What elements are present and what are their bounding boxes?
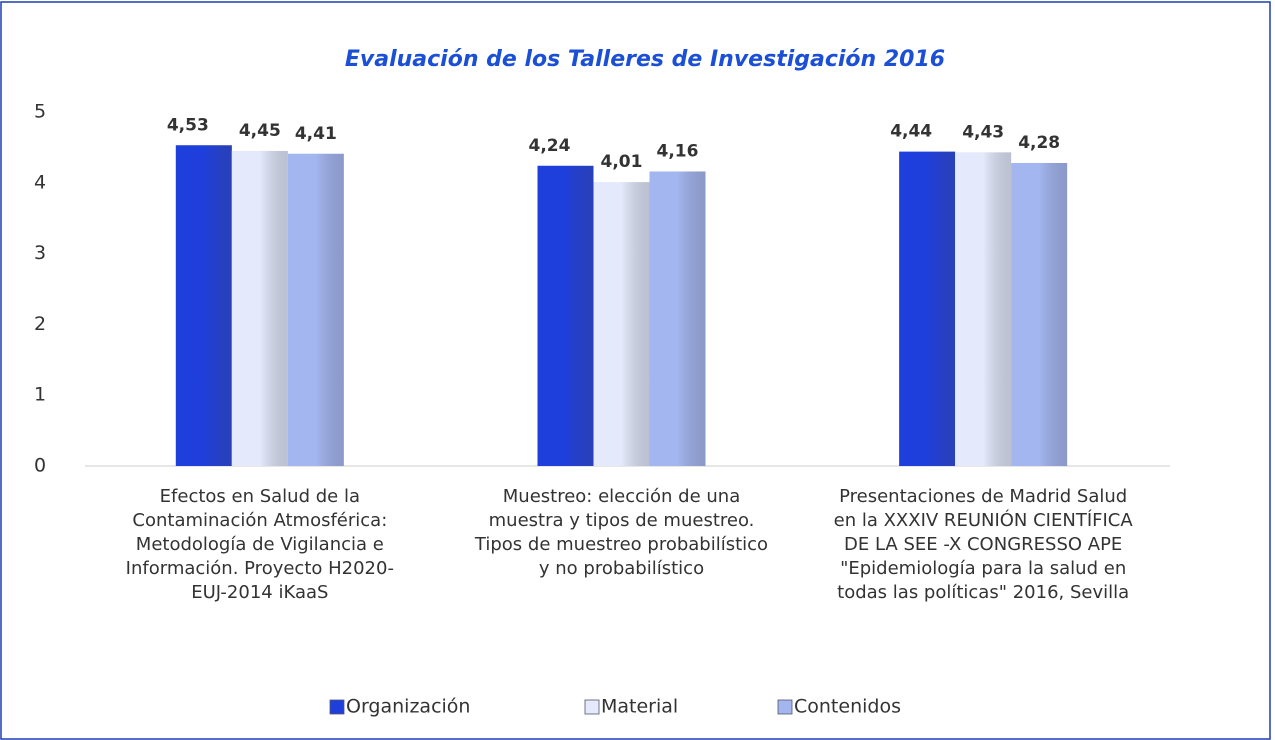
value-label: 4,43	[962, 122, 1004, 142]
bar-shade	[287, 153, 344, 466]
bar-shade	[899, 151, 956, 466]
legend-swatch	[584, 699, 600, 715]
bar-shade	[537, 165, 594, 467]
value-label: 4,16	[657, 141, 699, 161]
value-label: 4,41	[295, 124, 337, 144]
x-tick-label: Muestreo: elección de una muestra y tipos…	[474, 486, 768, 579]
value-label: 4,45	[239, 121, 281, 141]
bar-shade	[955, 152, 1012, 466]
y-tick-label: 2	[34, 313, 46, 335]
legend-swatch	[777, 699, 793, 715]
y-tick-label: 1	[34, 384, 46, 406]
legend-label: Material	[601, 696, 678, 718]
y-tick-label: 0	[34, 455, 46, 477]
y-tick-label: 5	[34, 101, 46, 123]
x-tick-label: Efectos en Salud de la Contaminación Atmo…	[126, 486, 394, 603]
value-label: 4,01	[601, 152, 643, 172]
y-tick-label: 3	[34, 242, 46, 264]
legend-label: Contenidos	[794, 696, 901, 718]
value-label: 4,28	[1018, 133, 1060, 153]
x-tick-label: Presentaciones de Madrid Salud en la XXXI…	[834, 486, 1134, 603]
legend-swatch	[329, 699, 345, 715]
value-label: 4,24	[529, 136, 571, 156]
bar-shade	[231, 150, 288, 466]
y-tick-label: 4	[34, 171, 46, 193]
legend-label: Organización	[346, 696, 470, 718]
value-label: 4,53	[167, 115, 209, 135]
chart-title: Evaluación de los Talleres de Investigac…	[345, 47, 945, 72]
bar-shade	[1011, 162, 1068, 466]
bar-shade	[593, 182, 650, 467]
bar-shade	[649, 171, 706, 467]
value-label: 4,44	[890, 122, 932, 142]
bar-shade	[175, 145, 232, 466]
